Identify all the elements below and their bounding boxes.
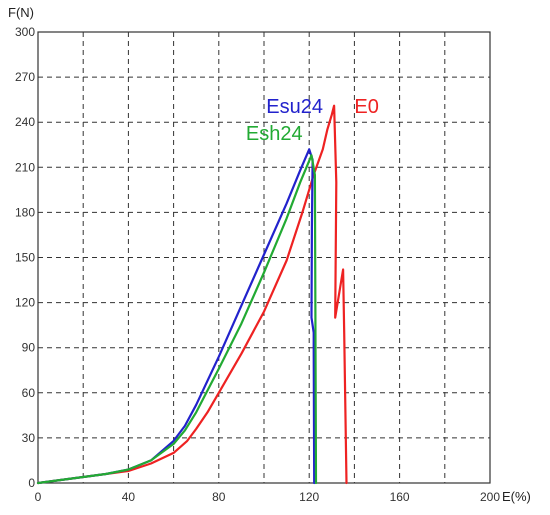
- y-tick-label: 300: [15, 25, 35, 39]
- y-tick-label: 150: [15, 251, 35, 265]
- y-tick-label: 270: [15, 70, 35, 84]
- series-label-e0: E0: [354, 96, 378, 118]
- plot-frame: [37, 31, 491, 484]
- tick-labels: 0 40 80 120 160 200 0 30 60 90 120 150 180 210 240 270 3…: [15, 25, 500, 504]
- y-tick-label: 0: [28, 476, 35, 490]
- series-label-esh24: Esh24: [246, 123, 303, 145]
- y-axis-label: F(N): [8, 5, 34, 20]
- x-axis-label: E(%): [502, 489, 531, 504]
- y-tick-label: 240: [15, 115, 35, 129]
- y-tick-label: 60: [22, 386, 36, 400]
- y-tick-label: 90: [22, 341, 36, 355]
- x-tick-label: 160: [390, 490, 410, 504]
- y-tick-label: 210: [15, 160, 35, 174]
- x-tick-label: 120: [299, 490, 319, 504]
- series: [36, 104, 348, 485]
- x-tick-label: 80: [212, 490, 226, 504]
- y-tick-label: 30: [22, 431, 36, 445]
- series-line-e0: [36, 104, 348, 485]
- x-tick-label: 0: [35, 490, 42, 504]
- series-line-esu24: [36, 148, 316, 485]
- y-tick-label: 120: [15, 296, 35, 310]
- series-label-esu24: Esu24: [266, 96, 323, 118]
- y-tick-label: 180: [15, 205, 35, 219]
- series-labels: E0 Esu24 Esh24: [246, 96, 379, 145]
- x-tick-label: 40: [122, 490, 136, 504]
- series-line-esh24: [36, 154, 318, 485]
- x-tick-label: 200: [480, 490, 500, 504]
- grid: [38, 32, 490, 483]
